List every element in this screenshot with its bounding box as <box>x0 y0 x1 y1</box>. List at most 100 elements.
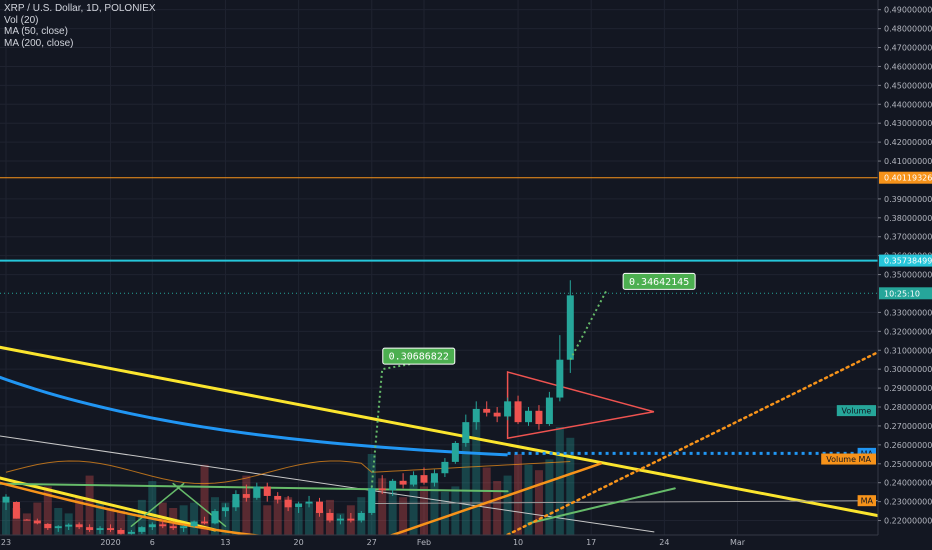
price-tick-label: 0.44000000 <box>884 100 932 109</box>
volume-bar <box>430 481 439 535</box>
candle-body <box>33 520 41 524</box>
indicator-tag-label: MA <box>861 497 874 506</box>
price-tick-label: 0.24000000 <box>884 479 932 488</box>
price-callout: 0.30686822 <box>382 347 456 365</box>
candle <box>399 473 407 489</box>
price-tick-label: 0.22000000 <box>884 517 932 526</box>
candle-body <box>75 524 83 528</box>
callout-label: 0.30686822 <box>389 352 449 363</box>
legend-ma200[interactable]: MA (200, close) <box>4 37 74 49</box>
candle-body <box>410 475 418 485</box>
price-tick-label: 0.23000000 <box>884 498 932 507</box>
time-tick-label: 24 <box>659 538 669 547</box>
volume-bar <box>273 499 282 535</box>
volume-bar <box>179 505 188 535</box>
candle-body <box>525 410 532 423</box>
candle-body <box>284 499 292 508</box>
callout-box <box>382 347 456 365</box>
price-tick-label: 0.37000000 <box>884 233 932 242</box>
candles <box>2 280 574 538</box>
candle-body <box>127 531 135 534</box>
price-tick-label: 0.32000000 <box>884 327 932 336</box>
candle-body <box>180 526 188 529</box>
candle <box>33 518 41 525</box>
price-tick-label: 0.31000000 <box>884 346 932 355</box>
time-tick-label: 23 <box>1 538 11 547</box>
volume-bar <box>482 467 491 535</box>
candle <box>148 522 156 530</box>
legend-symbol[interactable]: XRP / U.S. Dollar, 1D, POLONIEX <box>4 3 156 14</box>
candle <box>504 397 512 421</box>
candle <box>347 512 355 523</box>
candle <box>525 407 532 426</box>
volume-bar <box>514 454 523 535</box>
candle <box>211 509 219 525</box>
price-tick-label: 0.45000000 <box>884 81 932 90</box>
candle <box>44 523 52 530</box>
candle <box>138 526 146 534</box>
price-tick-label: 0.47000000 <box>884 44 932 53</box>
volume-bar <box>472 421 481 535</box>
candle <box>295 501 303 513</box>
green-trendline-short-b <box>130 482 185 527</box>
candle <box>420 467 428 485</box>
volume-bar <box>315 510 324 535</box>
time-tick-label: Mar <box>730 538 746 547</box>
candle-body <box>169 526 177 529</box>
volume-bar <box>503 475 512 535</box>
legend-ma50[interactable]: MA (50, close) <box>4 26 68 37</box>
volume-bar <box>566 437 575 535</box>
volume-bar <box>22 513 31 535</box>
candle-body <box>545 397 553 425</box>
candle <box>107 524 114 532</box>
candle-body <box>44 523 52 529</box>
price-tick-label: 0.35000000 <box>884 271 932 280</box>
candle-body <box>23 519 31 521</box>
volume-bar <box>378 478 387 535</box>
candle-body <box>232 494 240 508</box>
candle <box>441 458 449 478</box>
candle-body <box>253 486 261 498</box>
candle <box>180 525 188 532</box>
volume-bar <box>409 475 418 535</box>
indicator-tag-box <box>857 495 876 507</box>
volume-bar <box>399 497 408 535</box>
volume-bar <box>451 486 460 535</box>
volume-bar <box>148 481 157 535</box>
chart-legend: XRP / U.S. Dollar, 1D, POLONIEX Vol (20)… <box>4 3 156 49</box>
candle <box>242 484 250 502</box>
candle <box>545 391 553 426</box>
candle-body <box>107 528 114 530</box>
candle <box>483 401 491 417</box>
volume-bar <box>116 510 125 535</box>
legend-volume[interactable]: Vol (20) <box>4 14 39 26</box>
candle-body <box>242 494 250 498</box>
candle-body <box>535 410 543 425</box>
candle <box>65 523 73 530</box>
candle <box>305 495 313 508</box>
volume-bar <box>420 486 428 535</box>
indicator-tag-box <box>821 453 876 465</box>
candle-body <box>190 521 198 527</box>
volume-bar <box>75 497 84 535</box>
candle-body <box>96 528 104 530</box>
yellow-trendline-lower <box>0 476 217 532</box>
grid-lines <box>0 0 878 535</box>
candle-body <box>316 501 323 513</box>
candle-body <box>305 501 313 504</box>
candle <box>535 405 543 430</box>
volume-bar <box>388 491 397 535</box>
indicator-tag-label: Volume MA <box>826 455 871 464</box>
candle-body <box>483 408 491 413</box>
candle-body <box>493 412 501 417</box>
candle <box>493 407 501 423</box>
volume-bar <box>524 464 533 535</box>
candle <box>221 503 229 517</box>
time-tick-label: 17 <box>586 538 596 547</box>
candle-body <box>462 422 470 443</box>
candle-body <box>201 521 209 524</box>
candle-body <box>2 496 10 503</box>
price-tick-label: 0.46000000 <box>884 62 932 71</box>
